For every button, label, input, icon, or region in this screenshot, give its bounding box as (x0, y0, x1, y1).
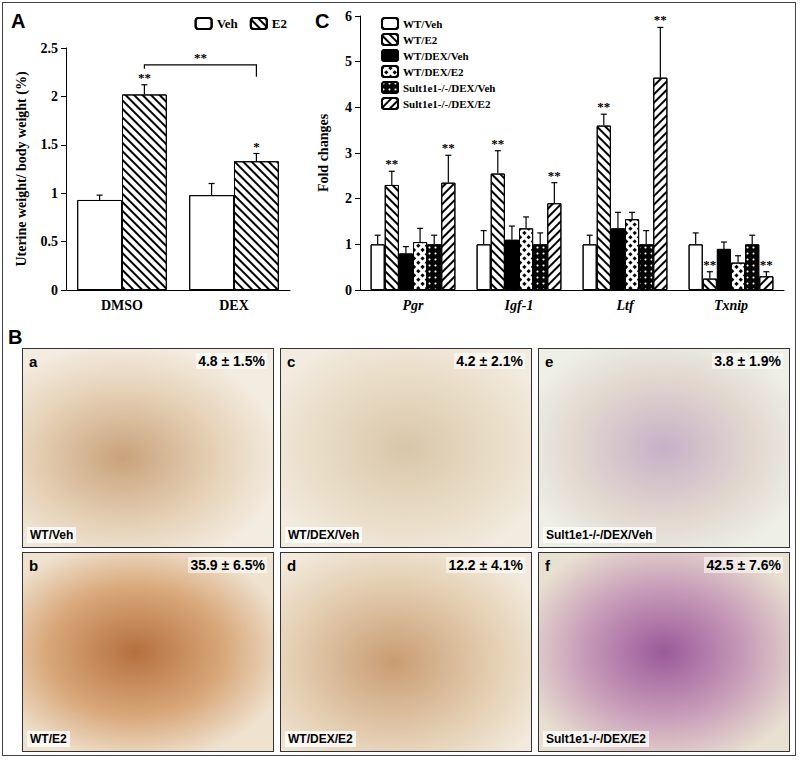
svg-text:Txnip: Txnip (714, 298, 748, 313)
svg-text:3: 3 (345, 146, 352, 161)
html-text:4.8 ± 1.5%: 4.8 ± 1.5% (198, 353, 265, 369)
svg-text:DMSO: DMSO (101, 298, 143, 313)
html-text:WT/E2: WT/E2 (30, 732, 67, 746)
svg-text:Pgr: Pgr (403, 298, 425, 313)
html-text:f: f (545, 557, 550, 574)
svg-text:**: ** (548, 168, 561, 183)
svg-text:WT/Veh: WT/Veh (403, 18, 442, 30)
svg-text:**: ** (194, 50, 207, 65)
svg-text:**: ** (138, 70, 151, 85)
svg-text:Uterine weight/ body weight (%: Uterine weight/ body weight (%) (14, 71, 30, 267)
svg-text:A: A (11, 10, 25, 32)
html-text:3.8 ± 1.9%: 3.8 ± 1.9% (714, 353, 781, 369)
svg-text:**: ** (385, 156, 398, 171)
html-text:42.5 ± 7.6%: 42.5 ± 7.6% (706, 557, 781, 573)
svg-text:Veh: Veh (217, 16, 239, 31)
svg-text:1: 1 (345, 237, 352, 252)
svg-text:6: 6 (345, 9, 352, 24)
svg-text:*: * (253, 139, 260, 154)
svg-text:**: ** (760, 257, 773, 272)
svg-text:WT/DEX/Veh: WT/DEX/Veh (403, 50, 469, 62)
svg-text:Igf-1: Igf-1 (504, 298, 534, 313)
svg-text:**: ** (654, 12, 667, 27)
svg-text:DEX: DEX (219, 298, 249, 313)
html-text:12.2 ± 4.1%: 12.2 ± 4.1% (448, 557, 523, 573)
svg-text:0: 0 (345, 283, 352, 298)
html-text:Sult1e1-/-/DEX/E2: Sult1e1-/-/DEX/E2 (546, 732, 646, 746)
html-text:Sult1e1-/-/DEX/Veh: Sult1e1-/-/DEX/Veh (546, 528, 653, 542)
svg-text:**: ** (491, 136, 504, 151)
svg-text:1: 1 (51, 186, 58, 201)
svg-text:0: 0 (51, 283, 58, 298)
html-text:WT/Veh: WT/Veh (30, 528, 74, 542)
html-text:WT/DEX/Veh: WT/DEX/Veh (288, 528, 360, 542)
svg-text:4: 4 (345, 100, 352, 115)
html-text:a: a (29, 353, 38, 370)
svg-text:E2: E2 (272, 16, 287, 31)
svg-text:**: ** (442, 140, 455, 155)
html-text:35.9 ± 6.5%: 35.9 ± 6.5% (190, 557, 265, 573)
svg-text:WT/DEX/E2: WT/DEX/E2 (403, 66, 464, 78)
html-text:d: d (287, 557, 297, 574)
html-text:e: e (545, 353, 554, 370)
svg-text:0.5: 0.5 (41, 234, 59, 249)
svg-text:Sult1e1-/-/DEX/E2: Sult1e1-/-/DEX/E2 (403, 98, 491, 110)
html-text:B: B (8, 326, 23, 348)
html-text:b: b (29, 557, 39, 574)
svg-text:**: ** (597, 99, 610, 114)
svg-text:WT/E2: WT/E2 (403, 34, 438, 46)
svg-text:2: 2 (345, 191, 352, 206)
html-text:c: c (287, 353, 296, 370)
svg-text:C: C (315, 10, 329, 32)
svg-text:Fold changes: Fold changes (316, 113, 331, 192)
svg-text:**: ** (703, 257, 716, 272)
svg-text:1.5: 1.5 (41, 137, 59, 152)
html-text:WT/DEX/E2: WT/DEX/E2 (288, 732, 353, 746)
html-text:4.2 ± 2.1%: 4.2 ± 2.1% (456, 353, 523, 369)
svg-text:Sult1e1-/-/DEX/Veh: Sult1e1-/-/DEX/Veh (403, 82, 496, 94)
svg-text:5: 5 (345, 54, 352, 69)
svg-text:2: 2 (51, 89, 58, 104)
svg-text:2.5: 2.5 (41, 41, 59, 56)
svg-text:Ltf: Ltf (615, 298, 634, 313)
